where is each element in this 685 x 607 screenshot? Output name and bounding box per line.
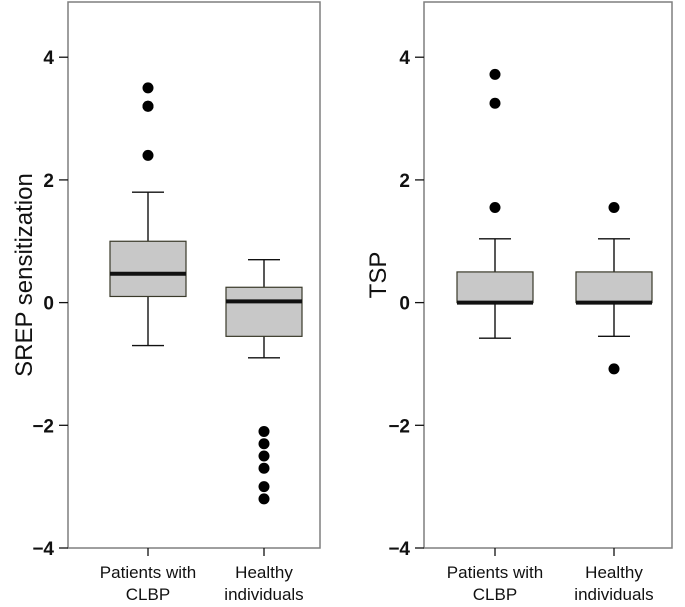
- iqr-box: [109, 240, 187, 298]
- iqr-box: [225, 286, 303, 337]
- outlier-point: [258, 481, 270, 493]
- box-group-2: [575, 202, 653, 375]
- box-group-1: [109, 82, 187, 347]
- x-category-label: Healthy: [585, 563, 643, 582]
- outlier-point: [258, 425, 270, 437]
- y-tick-label: 4: [399, 48, 410, 69]
- plot-frame: [67, 1, 321, 549]
- y-axis-label: SREP sensitization: [11, 173, 38, 377]
- y-tick-label: 2: [43, 171, 54, 192]
- y-tick-label: 4: [43, 48, 54, 69]
- chart-panel-2: 4 2 0 −2 −4 TSP Patients with CLBP Healthy indivi…: [365, 1, 673, 604]
- outlier-point: [608, 363, 620, 375]
- y-axis-label: TSP: [365, 252, 392, 299]
- x-category-label: CLBP: [126, 585, 170, 604]
- outlier-point: [142, 100, 154, 112]
- outlier-point: [489, 97, 501, 109]
- outlier-point: [608, 202, 620, 214]
- plot-frame: [423, 1, 673, 549]
- y-tick-label: −4: [32, 539, 54, 560]
- y-tick-label: 0: [43, 294, 54, 315]
- outlier-point: [258, 493, 270, 505]
- y-tick-label: −2: [32, 416, 54, 437]
- y-tick-label: 0: [399, 294, 410, 315]
- x-category-label: Patients with: [447, 563, 543, 582]
- outlier-point: [258, 438, 270, 450]
- chart-panel-1: 4 2 0 −2 −4 SREP sensitization Patients with CL…: [11, 1, 321, 604]
- y-tick-label: −4: [388, 539, 410, 560]
- y-tick-label: 2: [399, 171, 410, 192]
- outlier-point: [489, 202, 501, 214]
- iqr-box: [456, 271, 534, 304]
- iqr-box: [575, 271, 653, 304]
- x-category-label: CLBP: [473, 585, 517, 604]
- box-group-1: [456, 68, 534, 339]
- x-category-label: Healthy: [235, 563, 293, 582]
- outlier-point: [142, 82, 154, 94]
- x-category-label: individuals: [224, 585, 303, 604]
- box-group-2: [225, 258, 303, 505]
- x-category-label: Patients with: [100, 563, 196, 582]
- outlier-point: [258, 462, 270, 474]
- outlier-point: [142, 149, 154, 161]
- x-category-label: individuals: [574, 585, 653, 604]
- outlier-point: [258, 450, 270, 462]
- y-tick-label: −2: [388, 416, 410, 437]
- outlier-point: [489, 68, 501, 80]
